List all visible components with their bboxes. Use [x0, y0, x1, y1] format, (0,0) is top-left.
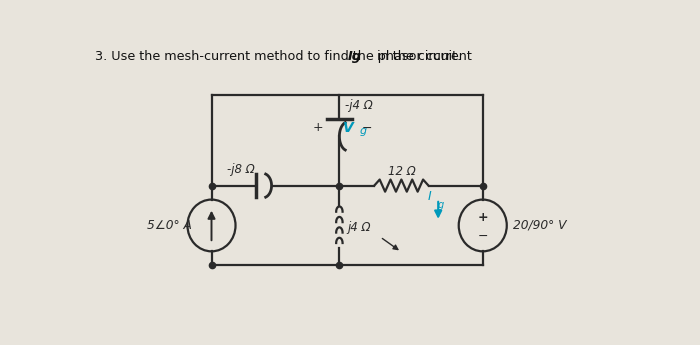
Text: V: V [342, 121, 354, 135]
Text: j4 Ω: j4 Ω [347, 221, 370, 234]
Text: 20/90° V: 20/90° V [512, 219, 566, 232]
Text: 3. Use the mesh-current method to find the phasor current: 3. Use the mesh-current method to find t… [95, 50, 476, 63]
Text: 12 Ω: 12 Ω [388, 165, 415, 178]
Text: +: + [313, 121, 323, 135]
Text: -j8 Ω: -j8 Ω [227, 163, 255, 176]
Text: −: − [362, 121, 372, 135]
Text: in the circuit.: in the circuit. [374, 50, 462, 63]
Text: I: I [428, 190, 431, 204]
Text: 5∠0° A: 5∠0° A [147, 219, 192, 232]
Text: +: + [477, 210, 488, 224]
Text: −: − [477, 229, 488, 243]
Text: g: g [438, 200, 444, 210]
Text: -j4 Ω: -j4 Ω [345, 99, 373, 112]
Text: Ig: Ig [348, 50, 362, 63]
Text: g: g [360, 126, 367, 136]
